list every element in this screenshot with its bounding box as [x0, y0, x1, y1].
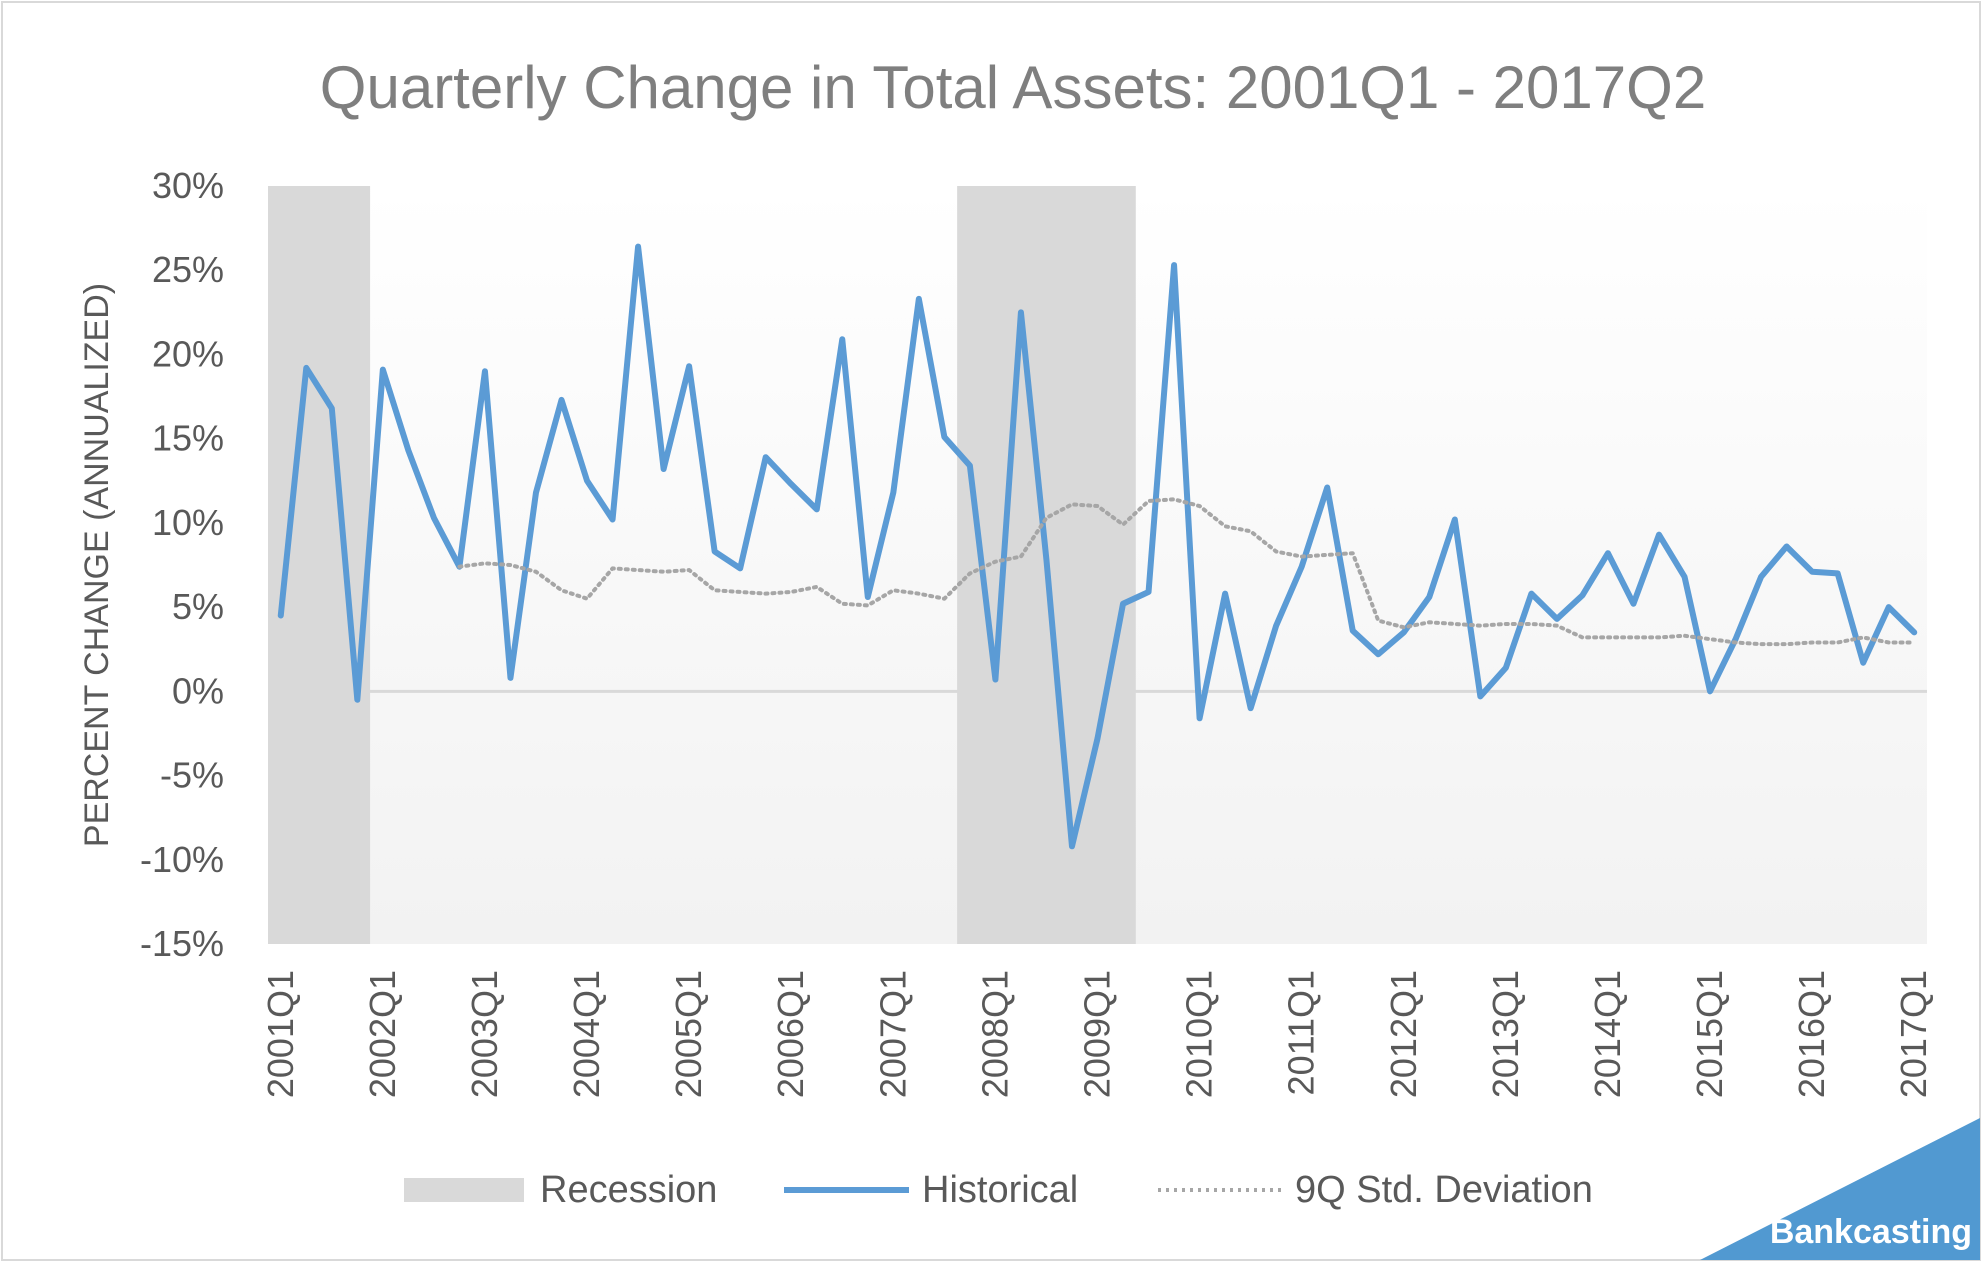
x-tick-label: 2011Q1 [1281, 970, 1322, 1095]
x-tick-label: 2008Q1 [974, 970, 1015, 1098]
x-tick-label: 2004Q1 [566, 970, 607, 1098]
x-tick-label: 2001Q1 [260, 970, 301, 1098]
legend-historical-label: Historical [922, 1169, 1078, 1211]
x-tick-label: 2014Q1 [1587, 970, 1628, 1098]
legend-recession-swatch [404, 1178, 524, 1202]
x-tick-label: 2009Q1 [1077, 970, 1118, 1098]
series-line-historical [277, 243, 1918, 850]
legend: Recession Historical 9Q Std. Deviation [404, 1169, 1593, 1211]
y-tick-label: 10% [152, 502, 224, 543]
x-tick-label: 2005Q1 [668, 970, 709, 1098]
branding: Bankcasting [1700, 1118, 1980, 1260]
y-tick-label: -15% [140, 923, 224, 964]
y-tick-label: 5% [172, 586, 224, 627]
x-tick-label: 2010Q1 [1179, 970, 1220, 1098]
legend-recession-label: Recession [540, 1169, 717, 1211]
x-tick-label: 2013Q1 [1485, 970, 1526, 1098]
x-tick-label: 2016Q1 [1791, 970, 1832, 1098]
x-tick-label: 2012Q1 [1383, 970, 1424, 1098]
chart-title: Quarterly Change in Total Assets: 2001Q1… [320, 54, 1706, 121]
x-tick-label: 2006Q1 [770, 970, 811, 1098]
legend-std-label: 9Q Std. Deviation [1295, 1169, 1593, 1211]
brand-label: Bankcasting [1770, 1213, 1972, 1251]
y-tick-label: 20% [152, 333, 224, 374]
y-tick-label: -5% [160, 755, 224, 796]
x-tick-label: 2015Q1 [1689, 970, 1730, 1098]
plot-layer: 30% 25% 20% 15% 10% 5% 0% -5% -10% -15% 2001Q1 2002… [78, 165, 1934, 1098]
y-tick-label: 25% [152, 249, 224, 290]
y-axis-label: PERCENT CHANGE (ANNUALIZED) [78, 283, 116, 847]
y-tick-label: 15% [152, 418, 224, 459]
y-tick-label: 0% [172, 670, 224, 711]
series-line-9q-std-deviation [457, 497, 1917, 647]
x-tick-label: 2007Q1 [872, 970, 913, 1098]
y-tick-label: -10% [140, 839, 224, 880]
x-tick-label: 2017Q1 [1893, 970, 1934, 1098]
y-tick-label: 30% [152, 165, 224, 206]
x-tick-label: 2003Q1 [464, 970, 505, 1098]
brand-triangle [1700, 1118, 1980, 1260]
x-tick-label: 2002Q1 [362, 970, 403, 1098]
